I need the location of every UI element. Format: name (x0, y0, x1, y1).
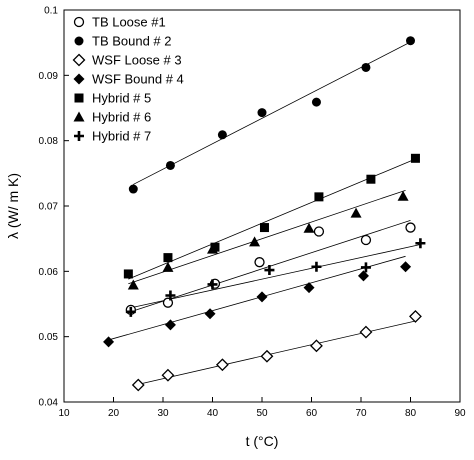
data-point (127, 279, 139, 290)
x-tick-label: 40 (207, 408, 219, 419)
data-point (204, 308, 216, 320)
x-tick-label: 70 (355, 408, 367, 419)
data-point (359, 325, 373, 339)
plot-area (63, 9, 461, 403)
x-tick-label: 90 (454, 408, 466, 419)
data-point (257, 108, 267, 118)
series-7-points (125, 238, 426, 317)
data-point (254, 257, 265, 268)
fit-line-series-6 (128, 189, 406, 285)
data-point (128, 184, 138, 194)
legend: TB Loose #1 TB Bound # 2 WSF Loose # 3 WSF … (72, 15, 184, 144)
x-tick-label: 50 (256, 408, 268, 419)
data-point (125, 306, 136, 317)
data-point (311, 261, 322, 272)
data-point (161, 368, 175, 382)
data-point (366, 174, 376, 184)
y-tick-label: 0.09 (39, 71, 59, 82)
data-point (256, 291, 268, 303)
data-point (131, 378, 145, 392)
series-4-points (103, 261, 412, 348)
legend-label-6: Hybrid # 6 (92, 110, 151, 125)
data-point (350, 207, 362, 218)
data-point (217, 130, 227, 140)
axis-ticks: 10 20 30 40 50 60 70 80 90 0.04 0.05 0.06 0.07 0.08 0.… (39, 6, 466, 420)
series-6-points (127, 190, 409, 290)
data-point (162, 261, 174, 272)
x-tick-label: 60 (306, 408, 318, 419)
legend-label-3: WSF Loose # 3 (92, 53, 182, 68)
legend-label-5: Hybrid # 5 (92, 91, 151, 106)
x-tick-label: 80 (405, 408, 417, 419)
y-tick-label: 0.1 (44, 6, 58, 17)
data-point (314, 192, 324, 202)
legend-marker-5 (74, 93, 84, 103)
data-point (361, 62, 371, 72)
series-3-points (131, 309, 422, 392)
data-point (123, 269, 133, 279)
legend-label-2: TB Bound # 2 (92, 34, 172, 49)
fit-lines (108, 41, 421, 385)
fit-line-series-4 (108, 255, 406, 341)
series-2-points (128, 36, 415, 194)
data-point (249, 236, 261, 247)
data-point (360, 262, 371, 273)
data-point (405, 222, 416, 233)
data-point (163, 253, 173, 263)
x-tick-label: 30 (157, 408, 169, 419)
data-point (264, 265, 275, 276)
legend-marker-6 (73, 111, 85, 122)
data-point (313, 226, 325, 237)
data-point (210, 242, 220, 252)
data-point (415, 238, 426, 249)
data-point (360, 234, 372, 246)
data-point (207, 279, 218, 290)
data-point (207, 243, 218, 254)
legend-marker-3 (72, 53, 86, 67)
data-point (357, 270, 369, 282)
legend-marker-1 (73, 16, 85, 28)
data-point (406, 36, 415, 46)
y-tick-label: 0.05 (39, 332, 59, 343)
data-point (310, 339, 323, 353)
data-point (165, 290, 176, 301)
data-point (397, 190, 409, 201)
data-point (165, 160, 175, 170)
data-point (103, 336, 115, 348)
data-point (303, 282, 315, 294)
y-axis-title: λ (W/ m K) (5, 173, 21, 239)
y-tick-label: 0.04 (39, 398, 59, 409)
data-point (303, 222, 315, 233)
data-point (400, 261, 412, 273)
data-point (215, 358, 229, 372)
data-point (164, 319, 176, 331)
y-tick-label: 0.07 (39, 202, 59, 213)
data-point (259, 223, 269, 233)
data-point (409, 309, 422, 323)
legend-marker-2 (74, 36, 84, 46)
legend-label-4: WSF Bound # 4 (92, 72, 184, 87)
legend-marker-4 (73, 73, 85, 85)
data-markers (103, 36, 426, 392)
data-point (260, 349, 274, 363)
data-point (311, 97, 321, 107)
fit-line-series-7 (133, 244, 421, 308)
fit-line-series-3 (138, 320, 416, 385)
x-tick-label: 10 (58, 408, 70, 419)
y-tick-label: 0.06 (39, 267, 59, 278)
legend-marker-7 (74, 131, 84, 141)
y-tick-label: 0.08 (39, 136, 59, 147)
series-5-points (123, 153, 420, 279)
data-point (410, 153, 420, 163)
legend-label-1: TB Loose #1 (92, 15, 166, 30)
x-tick-label: 20 (108, 408, 120, 419)
legend-label-7: Hybrid # 7 (92, 129, 151, 144)
x-axis-title: t (°C) (246, 433, 279, 449)
